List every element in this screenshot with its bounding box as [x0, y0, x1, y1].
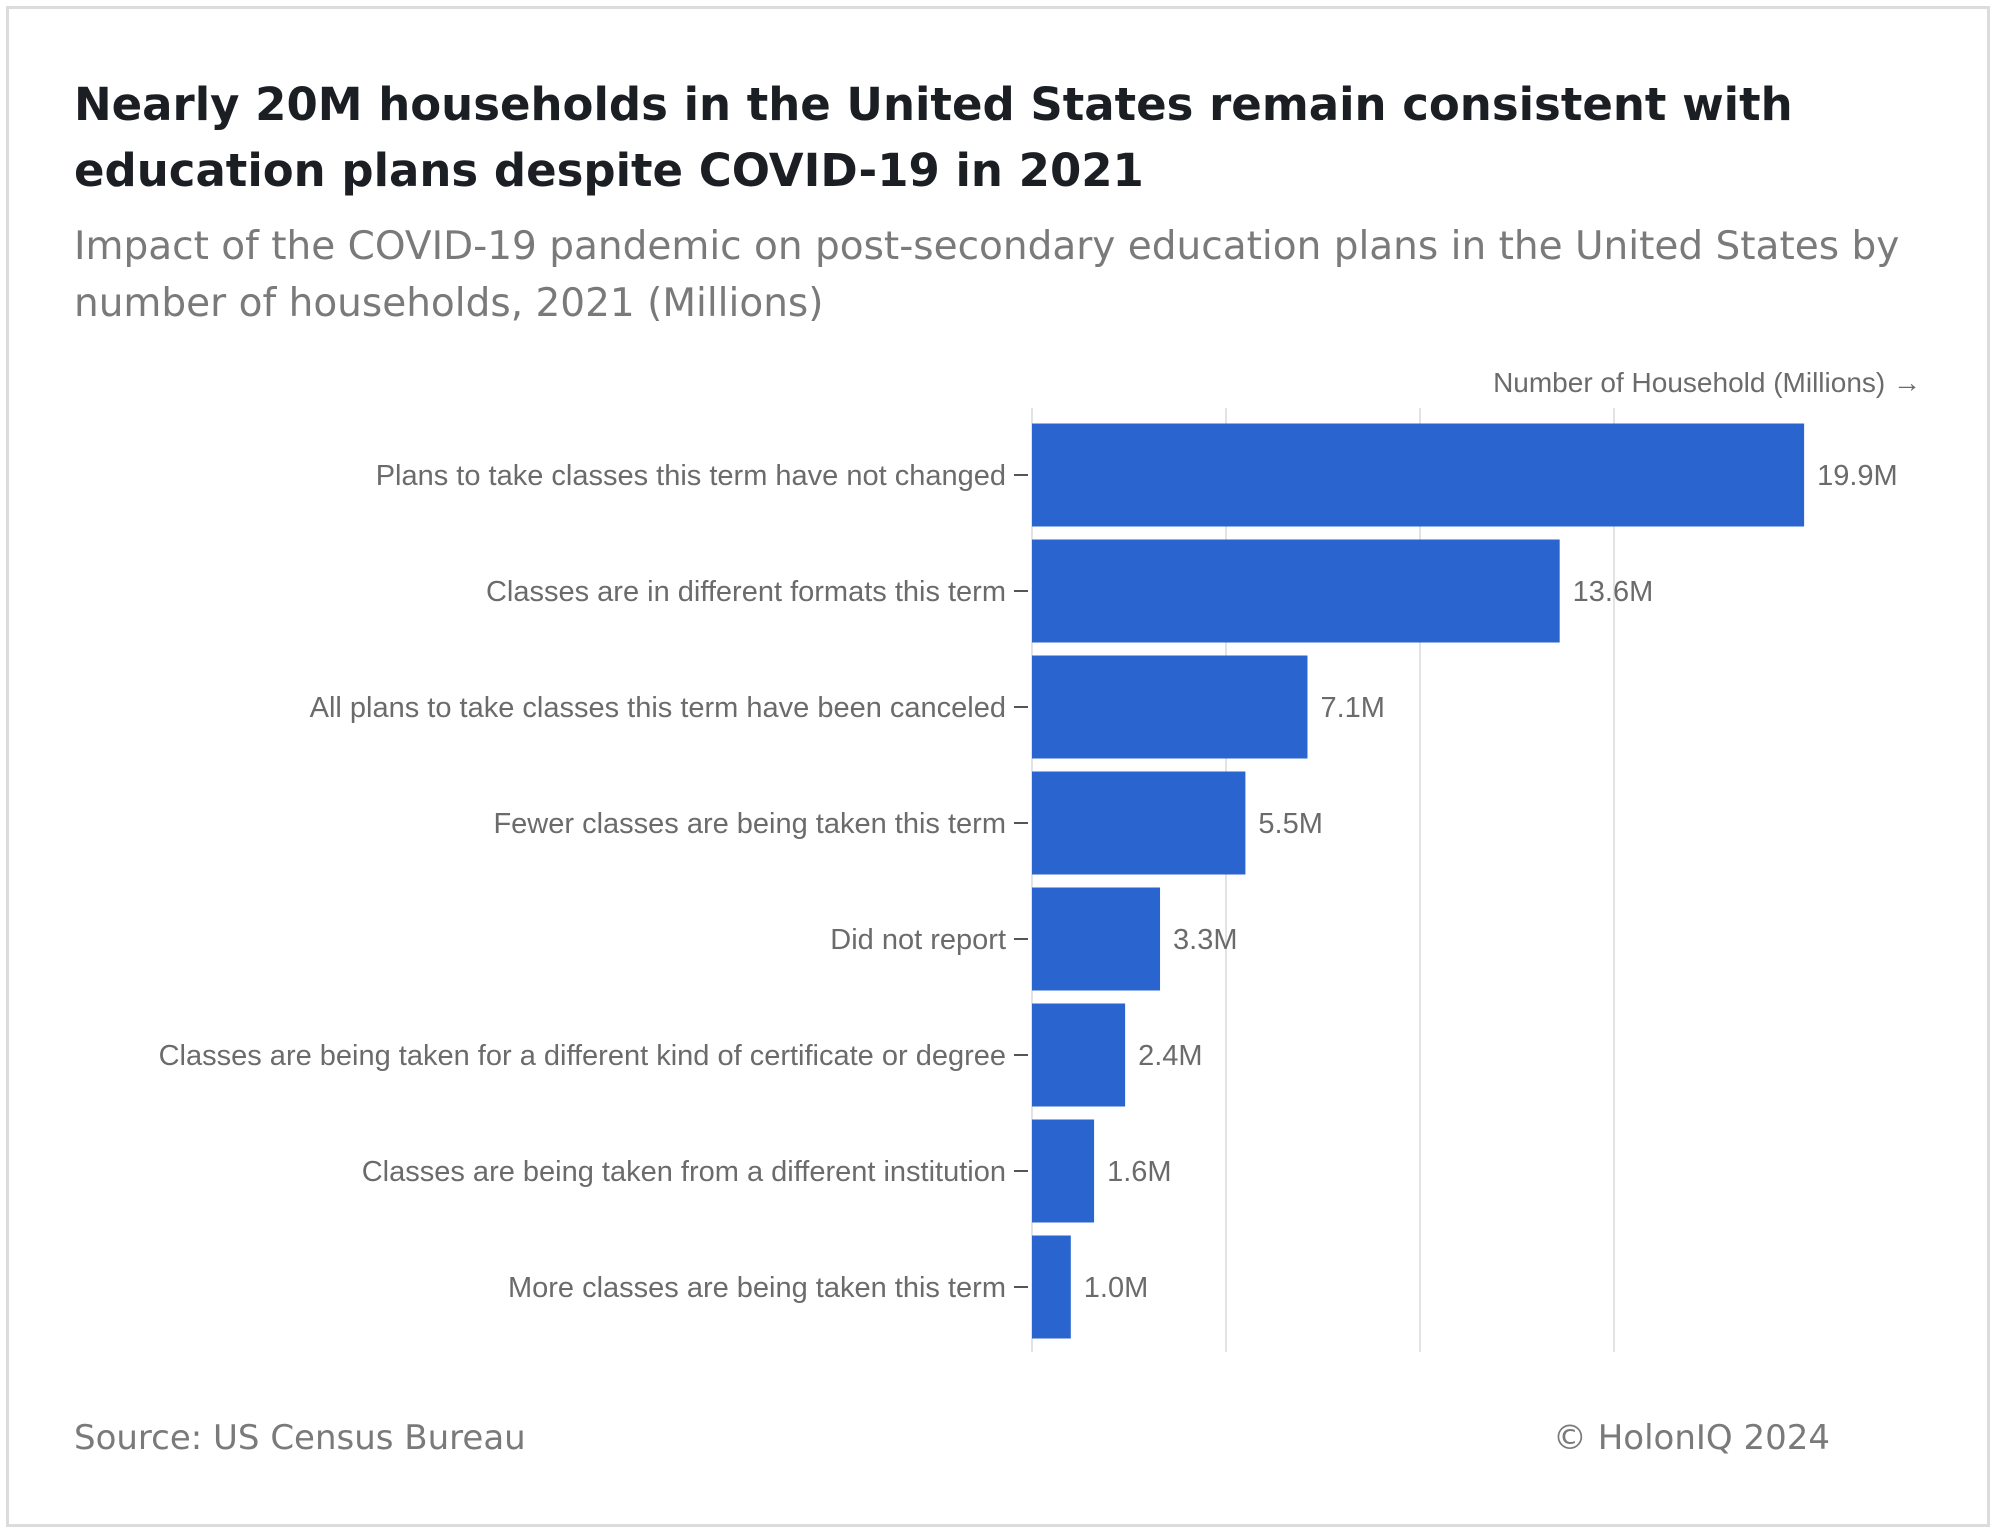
- source-note: Source: US Census Bureau: [74, 1418, 526, 1458]
- chart-title: Nearly 20M households in the United Stat…: [74, 78, 1793, 197]
- copyright-note: © HolonIQ 2024: [1552, 1418, 1830, 1458]
- category-label: Classes are being taken from a different…: [362, 1156, 1006, 1188]
- chart-card: [6, 6, 1990, 1527]
- category-label: All plans to take classes this term have…: [310, 692, 1006, 724]
- x-axis-title: Number of Household (Millions) →: [1493, 367, 1921, 398]
- data-label: 19.9M: [1817, 460, 1898, 492]
- data-label: 3.3M: [1173, 924, 1237, 956]
- category-label: More classes are being taken this term: [508, 1272, 1006, 1304]
- bar: [1032, 887, 1161, 991]
- bar: [1032, 1003, 1126, 1107]
- bar: [1032, 539, 1560, 643]
- category-label: Plans to take classes this term have not…: [376, 460, 1006, 492]
- bar: [1032, 423, 1805, 527]
- category-label: Fewer classes are being taken this term: [493, 808, 1006, 840]
- data-label: 7.1M: [1320, 692, 1384, 724]
- data-label: 5.5M: [1258, 808, 1322, 840]
- data-label: 13.6M: [1573, 576, 1654, 608]
- bar: [1032, 655, 1308, 759]
- chart-subtitle: Impact of the COVID-19 pandemic on post-…: [74, 224, 1900, 326]
- category-label: Did not report: [830, 924, 1006, 956]
- category-label: Classes are being taken for a different …: [159, 1040, 1006, 1072]
- bar: [1032, 1119, 1095, 1223]
- category-label: Classes are in different formats this te…: [486, 576, 1006, 608]
- data-label: 2.4M: [1138, 1040, 1202, 1072]
- data-label: 1.6M: [1107, 1156, 1171, 1188]
- bar: [1032, 1235, 1071, 1339]
- bar: [1032, 771, 1246, 875]
- data-label: 1.0M: [1084, 1272, 1148, 1304]
